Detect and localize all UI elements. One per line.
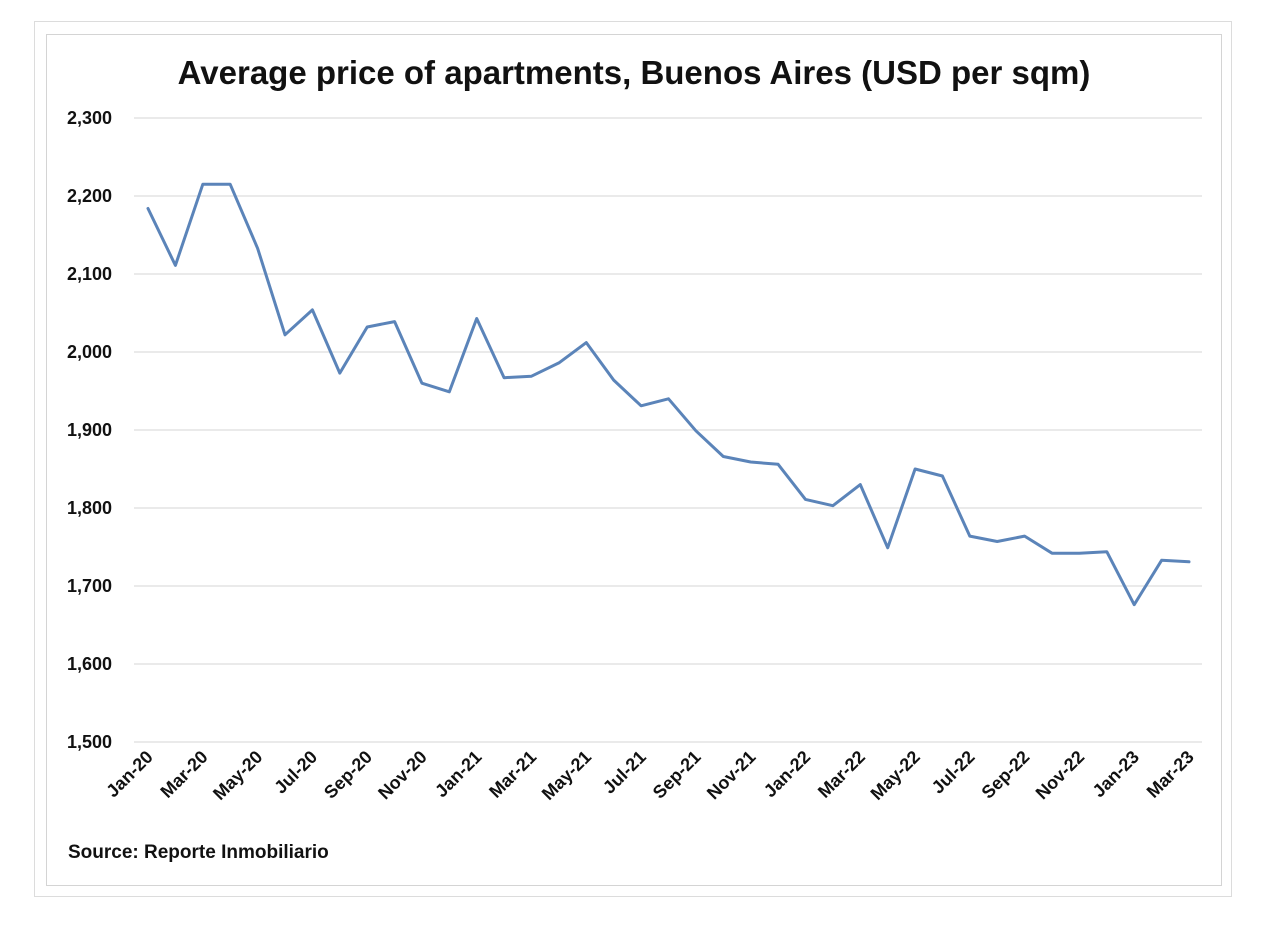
data-point <box>173 263 177 267</box>
data-point <box>502 376 506 380</box>
y-tick-label: 1,500 <box>67 732 112 752</box>
x-tick-label: May-22 <box>867 747 924 804</box>
y-tick-label: 2,300 <box>67 108 112 128</box>
y-tick-label: 1,600 <box>67 654 112 674</box>
data-point <box>201 182 205 186</box>
data-point <box>1050 551 1054 555</box>
data-point <box>666 397 670 401</box>
x-tick-label: Nov-22 <box>1032 747 1089 804</box>
data-point <box>612 378 616 382</box>
data-point <box>639 404 643 408</box>
x-tick-label: Jul-22 <box>928 747 979 798</box>
x-tick-label: Jan-21 <box>431 747 485 801</box>
data-point <box>1132 603 1136 607</box>
x-tick-label: May-20 <box>209 747 266 804</box>
data-point <box>886 546 890 550</box>
data-point <box>694 429 698 433</box>
data-point <box>1159 558 1163 562</box>
x-tick-label: Jul-20 <box>270 747 321 798</box>
data-point <box>228 182 232 186</box>
data-point <box>940 474 944 478</box>
x-tick-label: Jul-21 <box>599 747 650 798</box>
y-tick-label: 2,200 <box>67 186 112 206</box>
data-point <box>968 534 972 538</box>
data-point <box>475 316 479 320</box>
data-point <box>365 325 369 329</box>
data-point <box>858 482 862 486</box>
x-tick-label: Sep-21 <box>649 747 705 803</box>
x-tick-label: Mar-21 <box>485 747 540 802</box>
x-tick-label: Jan-23 <box>1089 747 1143 801</box>
y-tick-label: 1,800 <box>67 498 112 518</box>
data-point <box>749 460 753 464</box>
x-tick-label: Nov-21 <box>703 747 760 804</box>
chart-title: Average price of apartments, Buenos Aire… <box>177 54 1091 91</box>
data-point <box>1187 560 1191 564</box>
data-point <box>831 504 835 508</box>
x-tick-label: Mar-23 <box>1143 747 1198 802</box>
x-tick-label: Jan-22 <box>760 747 814 801</box>
data-point <box>721 454 725 458</box>
data-point <box>803 497 807 501</box>
x-tick-label: Mar-20 <box>156 747 211 802</box>
series-line <box>146 182 1191 607</box>
data-point <box>1077 551 1081 555</box>
y-tick-label: 1,700 <box>67 576 112 596</box>
y-tick-label: 1,900 <box>67 420 112 440</box>
data-point <box>1022 534 1026 538</box>
x-tick-label: Sep-20 <box>320 747 376 803</box>
data-point <box>529 374 533 378</box>
x-tick-label: Mar-22 <box>814 747 869 802</box>
data-point <box>255 246 259 250</box>
y-tick-label: 2,000 <box>67 342 112 362</box>
data-point <box>420 381 424 385</box>
data-point <box>995 539 999 543</box>
x-tick-label: May-21 <box>538 747 595 804</box>
data-point <box>447 390 451 394</box>
data-point <box>146 206 150 210</box>
data-point <box>283 333 287 337</box>
x-tick-label: Jan-20 <box>102 747 156 801</box>
source-note: Source: Reporte Inmobiliario <box>68 842 329 863</box>
data-point <box>913 467 917 471</box>
chart-frame <box>46 34 1222 886</box>
data-point <box>557 361 561 365</box>
y-tick-label: 2,100 <box>67 264 112 284</box>
x-tick-label: Sep-22 <box>978 747 1034 803</box>
x-tick-label: Nov-20 <box>374 747 431 804</box>
data-point <box>1105 550 1109 554</box>
data-point <box>392 319 396 323</box>
data-point <box>776 462 780 466</box>
data-point <box>310 308 314 312</box>
data-point <box>338 371 342 375</box>
data-point <box>584 340 588 344</box>
